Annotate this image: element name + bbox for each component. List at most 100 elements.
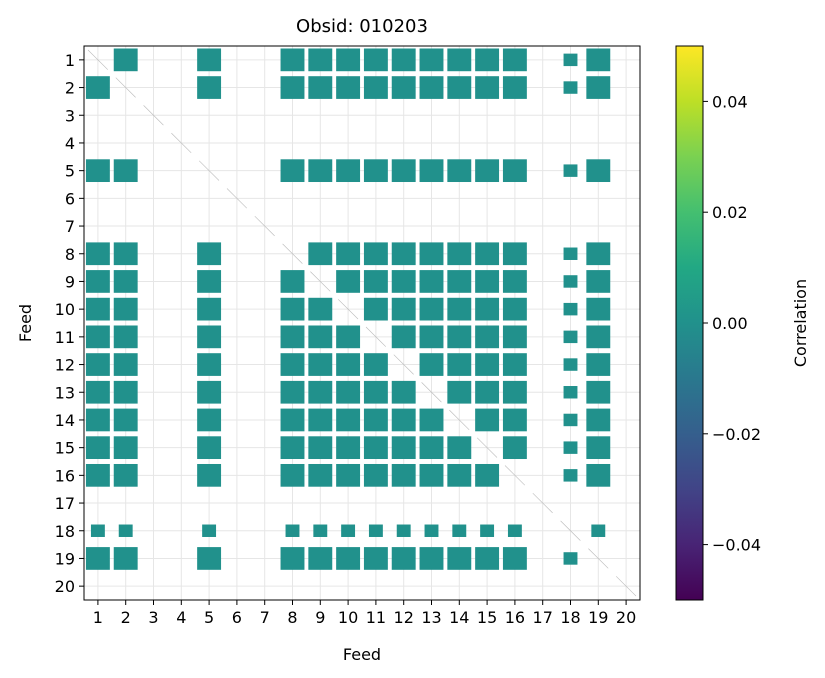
y-tick-label: 4 bbox=[65, 134, 75, 153]
heatmap-cell bbox=[197, 297, 222, 321]
x-tick-label: 3 bbox=[148, 608, 158, 627]
heatmap-cell bbox=[391, 380, 416, 404]
heatmap-cell bbox=[280, 353, 305, 376]
y-tick-label: 2 bbox=[65, 79, 75, 98]
heatmap-cell bbox=[447, 270, 472, 293]
heatmap-cell bbox=[363, 380, 388, 404]
heatmap-cell bbox=[502, 270, 527, 293]
heatmap-cell bbox=[419, 270, 444, 293]
heatmap-cell bbox=[391, 242, 416, 266]
heatmap-cell bbox=[502, 325, 527, 349]
diagonal-marker bbox=[615, 576, 637, 597]
heatmap-cell bbox=[113, 270, 138, 293]
heatmap-cell bbox=[197, 242, 222, 266]
heatmap-cell bbox=[502, 436, 527, 460]
heatmap-cell bbox=[391, 325, 416, 349]
y-tick-label: 11 bbox=[55, 328, 75, 347]
diagonal-marker bbox=[421, 382, 442, 403]
heatmap-cell bbox=[586, 436, 611, 460]
colorbar-tick-label: −0.04 bbox=[712, 536, 761, 555]
heatmap-cell bbox=[475, 270, 500, 293]
x-axis-ticks: 1 2 3 4 5 6 7 8 9 10 11 12 13 14 15 16 17 18 19 20 bbox=[93, 600, 636, 627]
diagonal-marker bbox=[476, 437, 498, 458]
heatmap-cell bbox=[336, 325, 361, 349]
x-tick-label: 20 bbox=[616, 608, 636, 627]
heatmap-cell bbox=[563, 386, 578, 399]
diagonal-marker bbox=[143, 105, 164, 126]
heatmap-cell bbox=[336, 408, 361, 432]
heatmap-cell bbox=[563, 53, 578, 67]
heatmap-cell bbox=[308, 242, 333, 266]
x-tick-label: 11 bbox=[366, 608, 386, 627]
x-axis-label: Feed bbox=[343, 645, 381, 664]
diagonal-marker bbox=[588, 548, 609, 569]
x-tick-label: 8 bbox=[287, 608, 297, 627]
heatmap-cell bbox=[391, 76, 416, 99]
heatmap-cell bbox=[586, 48, 611, 72]
heatmap-cell bbox=[197, 547, 222, 570]
diagonal-marker bbox=[337, 299, 359, 320]
heatmap-cell bbox=[447, 297, 472, 321]
heatmap-cell bbox=[475, 159, 500, 183]
heatmap-cell bbox=[396, 524, 411, 537]
heatmap-cell bbox=[85, 76, 110, 99]
plot-frame bbox=[83, 45, 641, 601]
heatmap-cell bbox=[113, 408, 138, 432]
heatmap-cell bbox=[197, 76, 222, 99]
y-tick-label: 8 bbox=[65, 245, 75, 264]
x-tick-label: 19 bbox=[588, 608, 608, 627]
diagonal-marker bbox=[310, 271, 331, 292]
x-tick-label: 6 bbox=[232, 608, 242, 627]
heatmap-cell bbox=[391, 48, 416, 72]
heatmap-cell bbox=[118, 524, 133, 537]
y-tick-label: 18 bbox=[55, 522, 75, 541]
heatmap-cell bbox=[502, 353, 527, 376]
heatmap-cell bbox=[586, 353, 611, 376]
x-tick-label: 16 bbox=[505, 608, 525, 627]
heatmap-cell bbox=[280, 380, 305, 404]
x-tick-label: 18 bbox=[560, 608, 580, 627]
heatmap-cell bbox=[391, 159, 416, 183]
colorbar-tick-label: 0.02 bbox=[712, 203, 748, 222]
heatmap-cell bbox=[586, 380, 611, 404]
heatmap-cell bbox=[363, 436, 388, 460]
heatmap-cell bbox=[197, 48, 222, 72]
colorbar-ticks: −0.04 −0.02 0.00 0.02 0.04 bbox=[703, 92, 761, 555]
heatmap-cell bbox=[502, 297, 527, 321]
heatmap-cell bbox=[502, 408, 527, 432]
heatmap-cell bbox=[280, 547, 305, 570]
heatmap-cell bbox=[308, 76, 333, 99]
heatmap-cell bbox=[391, 436, 416, 460]
heatmap-cell bbox=[85, 408, 110, 432]
heatmap-cell bbox=[280, 270, 305, 293]
heatmap-cell bbox=[447, 436, 472, 460]
heatmap-cell bbox=[419, 159, 444, 183]
heatmap-cell bbox=[447, 325, 472, 349]
heatmap-cell bbox=[591, 524, 606, 537]
heatmap-cell bbox=[308, 408, 333, 432]
heatmap-cell bbox=[502, 159, 527, 183]
heatmap-cell bbox=[563, 302, 578, 316]
diagonal-marker bbox=[365, 326, 387, 347]
heatmap-cell bbox=[336, 436, 361, 460]
heatmap-cell bbox=[586, 76, 611, 99]
heatmap-cell bbox=[363, 547, 388, 570]
diagonal-marker bbox=[393, 354, 414, 375]
heatmap-cell bbox=[280, 48, 305, 72]
heatmap-cell bbox=[452, 524, 467, 537]
heatmap-cell bbox=[363, 76, 388, 99]
heatmap-cell bbox=[85, 436, 110, 460]
heatmap-cell bbox=[563, 330, 578, 344]
heatmap-cell bbox=[336, 159, 361, 183]
heatmap-cell bbox=[313, 524, 328, 537]
diagonal-marker bbox=[226, 188, 248, 209]
y-tick-label: 13 bbox=[55, 383, 75, 402]
x-tick-label: 17 bbox=[533, 608, 553, 627]
heatmap-cell bbox=[363, 159, 388, 183]
heatmap-cell bbox=[502, 547, 527, 570]
heatmap-cell bbox=[336, 547, 361, 570]
heatmap-cell bbox=[419, 325, 444, 349]
heatmap-cell bbox=[363, 270, 388, 293]
heatmap-cell bbox=[419, 48, 444, 72]
